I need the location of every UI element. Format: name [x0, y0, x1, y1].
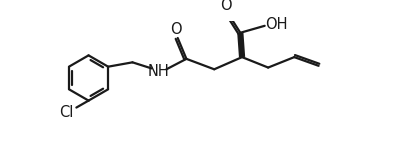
Text: Cl: Cl: [59, 105, 73, 120]
Text: NH: NH: [148, 64, 170, 79]
Text: O: O: [170, 22, 182, 37]
Text: O: O: [220, 0, 232, 13]
Text: OH: OH: [265, 17, 288, 32]
